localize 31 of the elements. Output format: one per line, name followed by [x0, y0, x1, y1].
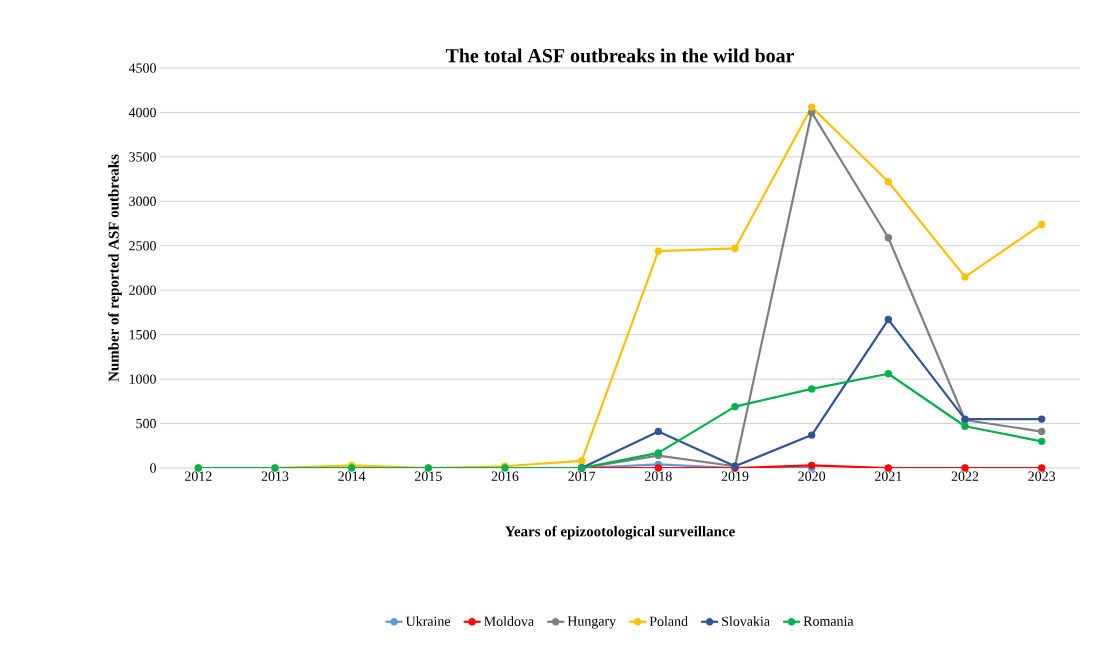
- legend-label: Poland: [649, 616, 688, 626]
- x-tick-label: 2021: [875, 471, 902, 481]
- x-tick-label: 2017: [568, 471, 596, 481]
- x-tick-label: 2018: [645, 471, 672, 481]
- y-tick-label: 500: [136, 418, 156, 429]
- y-tick-label: 2500: [129, 241, 156, 251]
- legend-label: Hungary: [567, 616, 617, 629]
- x-tick-label: 2016: [491, 471, 519, 481]
- x-tick-label: 2012: [185, 471, 212, 481]
- chart-title: The total ASF outbreaks in the wild boar: [445, 48, 795, 63]
- x-tick-label: 2020: [798, 471, 826, 481]
- y-tick-label: 1000: [129, 374, 156, 384]
- x-tick-label: 2013: [261, 471, 289, 481]
- y-axis-title: Number of reported ASF outbreaks: [108, 154, 122, 382]
- y-tick-label: 0: [150, 463, 156, 473]
- y-tick-label: 3000: [129, 196, 156, 207]
- y-tick-label: 3500: [129, 152, 156, 162]
- x-tick-label: 2014: [338, 471, 366, 481]
- y-tick-label: 2000: [129, 285, 156, 295]
- x-tick-label: 2015: [415, 471, 442, 481]
- y-tick-label: 1500: [129, 329, 156, 340]
- legend-label: Ukraine: [405, 616, 451, 626]
- legend-label: Moldova: [484, 616, 534, 626]
- x-axis-title: Years of epizootological surveillance: [505, 525, 735, 540]
- legend-label: Slovakia: [722, 616, 770, 626]
- y-tick-label: 4000: [128, 107, 156, 118]
- x-tick-label: 2022: [951, 471, 979, 481]
- y-tick-label: 4500: [128, 63, 156, 73]
- x-tick-label: 2023: [1028, 471, 1056, 481]
- x-tick-label: 2019: [721, 471, 749, 481]
- legend-label: Romania: [803, 616, 854, 626]
